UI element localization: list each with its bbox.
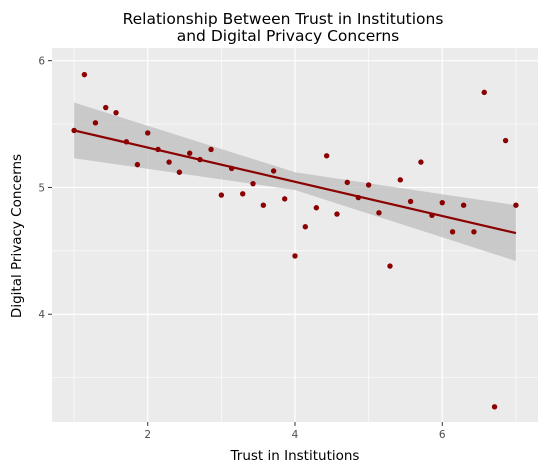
- data-point-29: [376, 210, 382, 216]
- data-point-42: [513, 202, 519, 208]
- data-point-23: [313, 205, 320, 211]
- x-tick-label-1: 4: [292, 429, 299, 441]
- data-point-33: [418, 159, 424, 165]
- data-point-1: [81, 71, 88, 78]
- data-point-7: [145, 130, 151, 136]
- data-points: [71, 71, 519, 410]
- data-point-13: [208, 146, 214, 153]
- data-point-39: [481, 89, 487, 96]
- y-tick-label-1: 5: [38, 182, 45, 194]
- x-axis-ticks: 2 4 6: [144, 422, 446, 441]
- data-point-6: [134, 161, 141, 168]
- data-point-9: [166, 159, 172, 165]
- data-point-17: [250, 180, 256, 187]
- data-point-11: [187, 150, 193, 156]
- chart-title-line-2: and Digital Privacy Concerns: [177, 27, 400, 45]
- data-point-36: [449, 229, 456, 235]
- y-tick-label-0: 4: [38, 309, 45, 321]
- data-point-4: [113, 109, 119, 116]
- x-tick-label-2: 6: [439, 429, 446, 441]
- data-point-25: [334, 211, 340, 217]
- regression-line: [73, 129, 517, 235]
- data-point-20: [281, 196, 288, 202]
- data-point-32: [407, 198, 414, 205]
- data-point-19: [270, 168, 277, 174]
- data-point-41: [502, 137, 509, 144]
- y-axis-title: Digital Privacy Concerns: [9, 154, 25, 318]
- data-point-38: [471, 229, 477, 235]
- data-point-21: [292, 253, 298, 259]
- data-point-10: [176, 169, 183, 175]
- data-point-18: [260, 202, 267, 208]
- data-point-35: [439, 199, 445, 206]
- y-axis-ticks: 4 5 6: [38, 56, 52, 321]
- data-point-24: [323, 153, 330, 159]
- y-tick-label-2: 6: [38, 56, 45, 68]
- data-point-37: [460, 202, 467, 208]
- x-axis-title: Trust in Institutions: [230, 448, 360, 464]
- data-point-16: [240, 191, 246, 197]
- data-point-30: [387, 263, 393, 269]
- data-point-31: [397, 177, 403, 183]
- data-point-40: [491, 404, 498, 410]
- data-point-22: [302, 224, 309, 230]
- data-point-3: [103, 104, 109, 111]
- data-point-26: [344, 179, 350, 186]
- data-point-2: [92, 120, 99, 126]
- chart-title-line-1: Relationship Between Trust in Institutio…: [123, 10, 444, 28]
- data-point-28: [365, 182, 372, 188]
- x-tick-label-0: 2: [144, 429, 151, 441]
- data-point-14: [218, 192, 225, 198]
